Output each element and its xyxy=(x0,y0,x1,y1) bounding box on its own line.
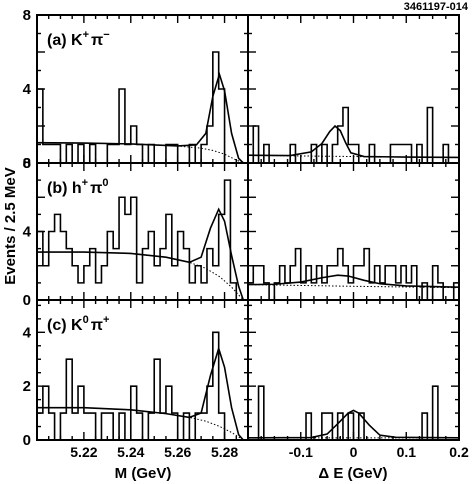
panel-left-top: 0 4 8 (a) K+ π− xyxy=(23,7,249,172)
histogram-right-bottom xyxy=(248,385,459,441)
fit-total-left-middle xyxy=(37,207,245,301)
panel-label-charge-2: 0 xyxy=(102,177,108,189)
panel-label-particle-1: h xyxy=(72,180,82,197)
x-tick-label-right-bottom-2: 0.1 xyxy=(397,444,417,460)
fit-background-right-middle xyxy=(247,284,460,289)
x-tick-label-left-bottom-2: 5.26 xyxy=(164,444,191,460)
histogram-left-middle xyxy=(37,179,248,301)
fit-total-right-top xyxy=(247,124,460,159)
histogram-right-middle xyxy=(248,247,459,301)
y-tick-label-left-middle-0: 0 xyxy=(23,292,31,309)
x-axis-label-right: Δ E (GeV) xyxy=(318,465,387,482)
x-tick-label-right-bottom-0: -0.1 xyxy=(289,444,313,460)
panel-label-charge-1: + xyxy=(83,29,89,41)
y-axis-label: Events / 2.5 MeV xyxy=(2,167,19,285)
panel-right-bottom: -0.1 0 0.1 0.2 xyxy=(247,299,469,460)
y-tick-label-left-bottom-0: 0 xyxy=(23,432,31,449)
panel-label-particle-2: π xyxy=(91,317,103,334)
panel-label-particle-1: K xyxy=(71,32,83,49)
panel-label-particle-2: π xyxy=(91,32,103,49)
panel-label-particle-1: K xyxy=(71,317,83,334)
fit-background-left-bottom xyxy=(37,407,244,441)
y-tick-label-left-top-1: 4 xyxy=(23,81,32,98)
y-tick-label-left-top-0: 0 xyxy=(23,155,31,172)
panel-label-left-middle: (b) h+ π0 xyxy=(47,177,108,197)
panel-right-middle xyxy=(247,162,460,301)
x-tick-label-left-bottom-3: 5.28 xyxy=(211,444,238,460)
panel-label-tag: (b) xyxy=(47,180,72,197)
y-tick-label-left-bottom-2: 4 xyxy=(23,324,32,341)
panel-label-left-bottom: (c) K0 π+ xyxy=(47,314,109,334)
y-tick-label-left-bottom-1: 2 xyxy=(23,378,31,395)
histogram-right-top xyxy=(248,106,459,164)
x-tick-label-left-bottom-0: 5.22 xyxy=(70,444,97,460)
fit-total-left-top xyxy=(36,71,244,164)
histogram-left-top xyxy=(37,51,248,164)
panel-label-particle-2: π xyxy=(90,180,102,197)
panel-right-top xyxy=(247,14,460,164)
x-tick-label-left-bottom-1: 5.24 xyxy=(117,444,144,460)
panel-label-left-top: (a) K+ π− xyxy=(47,29,110,49)
y-tick-label-left-middle-1: 4 xyxy=(23,224,32,241)
fit-total-right-middle xyxy=(247,274,460,288)
fit-total-right-bottom xyxy=(247,409,460,439)
y-tick-label-left-top-2: 8 xyxy=(23,7,31,24)
panel-label-charge-1: 0 xyxy=(83,314,89,326)
panel-left-middle: 048(b) h+ π0 xyxy=(23,155,249,309)
histogram-left-bottom xyxy=(37,331,248,441)
figure-id: 3461197-014 xyxy=(404,1,469,13)
x-tick-label-right-bottom-3: 0.2 xyxy=(449,444,469,460)
panel-label-tag: (a) xyxy=(47,32,71,49)
panel-label-charge-2: − xyxy=(103,29,109,41)
panel-label-charge-1: + xyxy=(82,177,88,189)
panel-label-tag: (c) xyxy=(47,317,71,334)
x-tick-label-right-bottom-1: 0 xyxy=(350,444,358,460)
panel-label-charge-2: + xyxy=(103,314,109,326)
x-axis-label-left: M (GeV) xyxy=(115,465,172,482)
y-tick-label-left-middle-2: 8 xyxy=(23,155,31,172)
fit-total-left-bottom xyxy=(37,345,244,441)
